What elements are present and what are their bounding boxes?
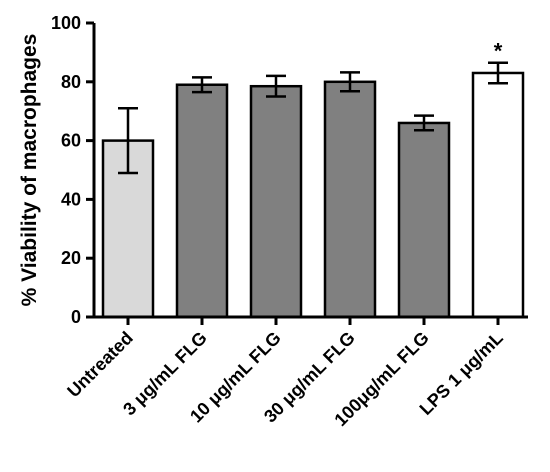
y-tick-label-40: 40: [61, 189, 81, 209]
y-tick-label-0: 0: [71, 307, 81, 327]
y-tick-label-20: 20: [61, 248, 81, 268]
significance-marker-0: *: [494, 39, 503, 64]
bars-group: [101, 61, 525, 319]
y-tick-label-60: 60: [61, 131, 81, 151]
y-tick-label-80: 80: [61, 72, 81, 92]
bar-1: [175, 83, 229, 319]
bar-2: [249, 84, 303, 319]
bar-4: [397, 121, 451, 319]
y-tick-label-100: 100: [51, 13, 81, 33]
x-tick-label-0: Untreated: [63, 328, 137, 402]
bar-5: [471, 71, 525, 319]
axes-group: [86, 21, 528, 325]
y-axis-label: % Viability of macrophages: [18, 34, 41, 307]
bar-3: [323, 80, 377, 319]
